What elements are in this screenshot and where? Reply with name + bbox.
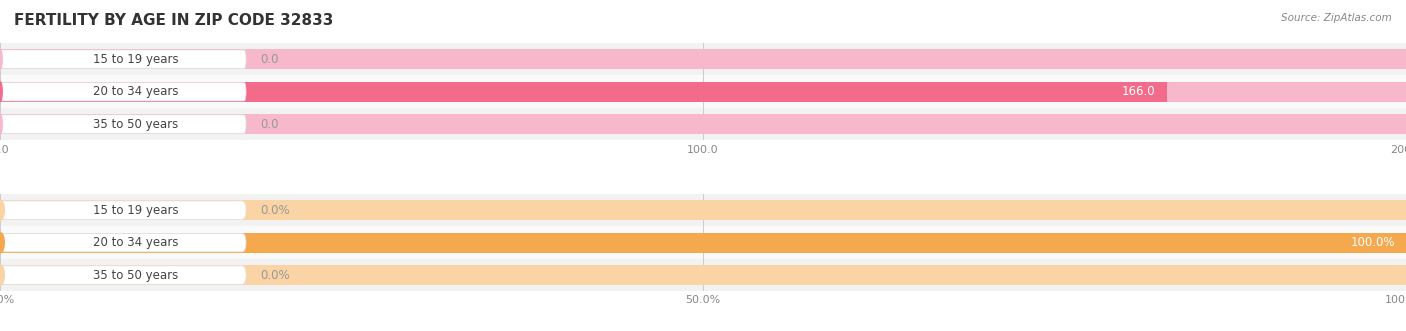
Text: 0.0%: 0.0%	[260, 204, 290, 217]
Text: 166.0: 166.0	[1122, 85, 1156, 98]
Bar	[0, 43, 1406, 75]
FancyBboxPatch shape	[0, 201, 246, 219]
Text: 0.0: 0.0	[260, 118, 278, 131]
Bar	[0, 200, 1406, 220]
Text: 0.0: 0.0	[260, 53, 278, 66]
Circle shape	[0, 49, 3, 69]
Text: 20 to 34 years: 20 to 34 years	[93, 85, 179, 98]
FancyBboxPatch shape	[0, 50, 246, 69]
Bar	[0, 265, 1406, 285]
FancyBboxPatch shape	[0, 82, 246, 101]
FancyBboxPatch shape	[0, 115, 246, 133]
Bar	[0, 233, 1406, 253]
Circle shape	[0, 82, 3, 102]
FancyBboxPatch shape	[0, 266, 246, 284]
Bar	[0, 194, 1406, 226]
Bar	[0, 108, 1406, 140]
Text: 15 to 19 years: 15 to 19 years	[93, 53, 179, 66]
Text: 15 to 19 years: 15 to 19 years	[93, 204, 179, 217]
Bar	[0, 233, 1406, 253]
Bar	[0, 259, 1406, 291]
Bar	[0, 114, 1406, 134]
Bar	[0, 49, 1406, 69]
Circle shape	[0, 233, 4, 253]
Bar	[0, 82, 1167, 102]
Circle shape	[0, 114, 3, 134]
Text: 20 to 34 years: 20 to 34 years	[93, 236, 179, 249]
Text: 100.0%: 100.0%	[1350, 236, 1395, 249]
FancyBboxPatch shape	[0, 233, 246, 252]
Text: 0.0%: 0.0%	[260, 268, 290, 282]
Text: 35 to 50 years: 35 to 50 years	[93, 268, 179, 282]
Bar	[0, 75, 1406, 108]
Text: Source: ZipAtlas.com: Source: ZipAtlas.com	[1281, 13, 1392, 23]
Bar	[0, 226, 1406, 259]
Circle shape	[0, 265, 4, 285]
Circle shape	[0, 200, 4, 220]
Text: 35 to 50 years: 35 to 50 years	[93, 118, 179, 131]
Text: FERTILITY BY AGE IN ZIP CODE 32833: FERTILITY BY AGE IN ZIP CODE 32833	[14, 13, 333, 28]
Bar	[0, 82, 1406, 102]
